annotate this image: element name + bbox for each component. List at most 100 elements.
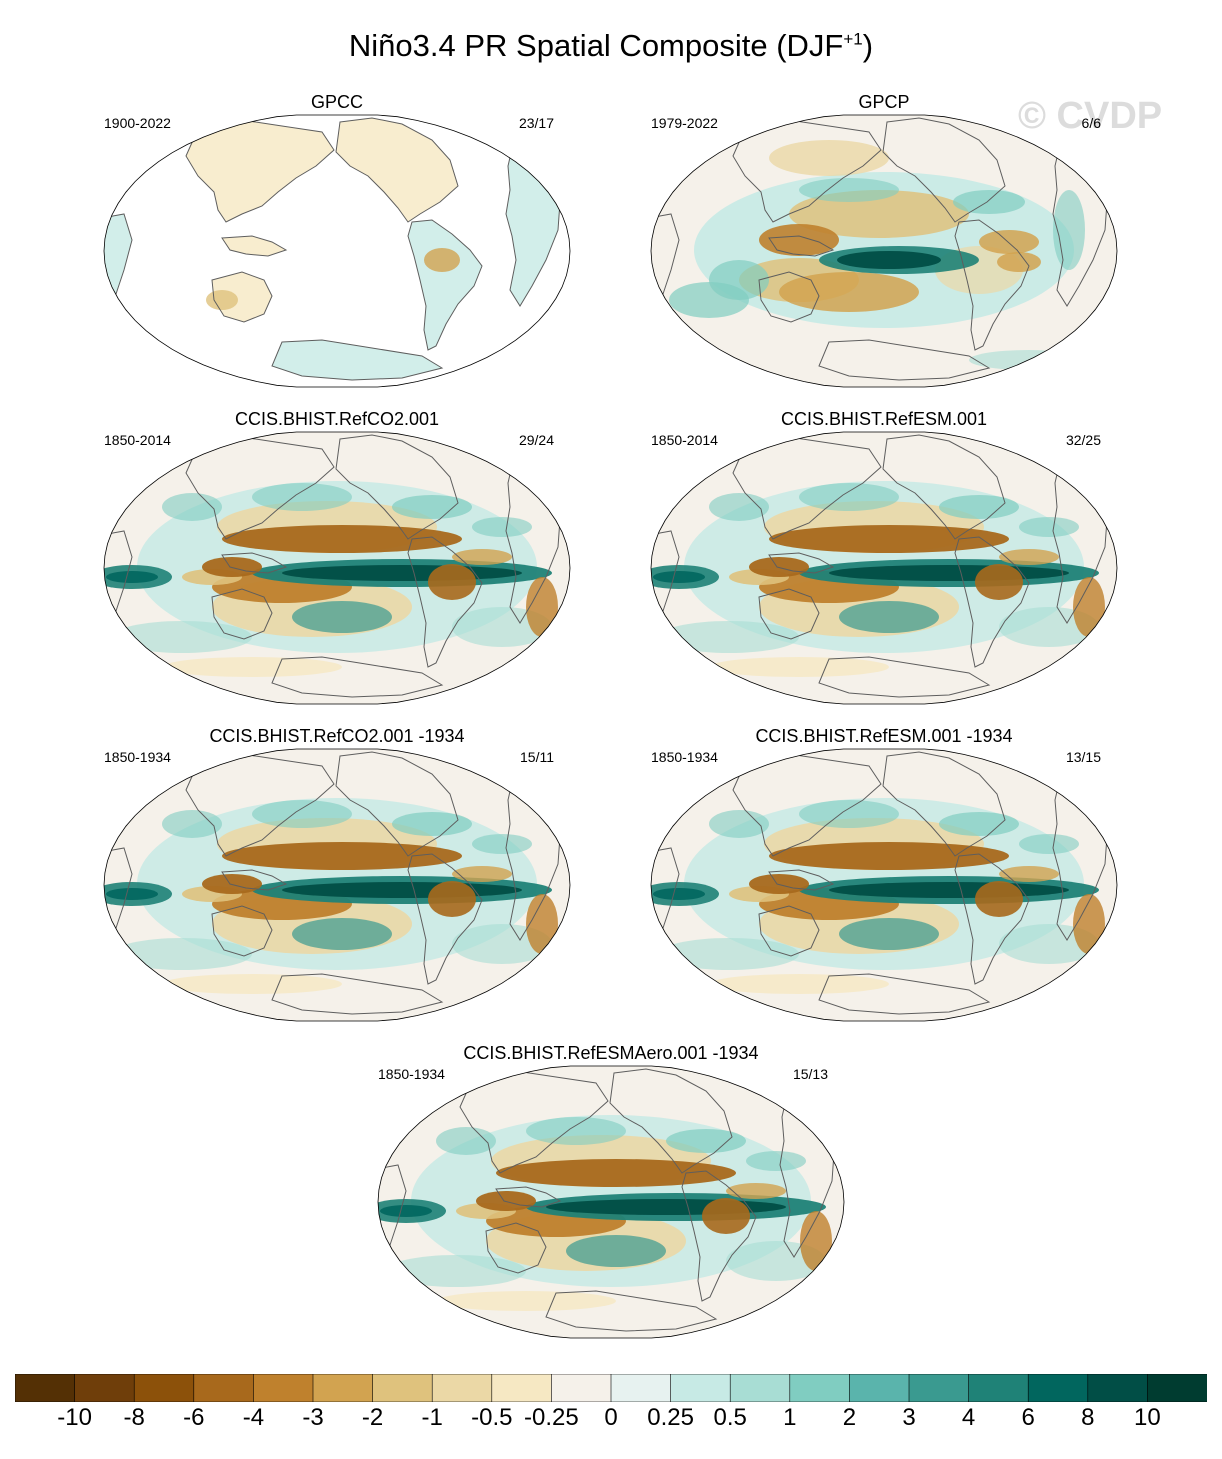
anomaly-region-6 bbox=[779, 272, 919, 312]
anomaly-region-2 bbox=[769, 525, 1009, 553]
anomaly-region-6 bbox=[829, 565, 1069, 581]
anomaly-region-20 bbox=[726, 1183, 786, 1199]
coastline-0 bbox=[335, 751, 459, 857]
land-anomaly bbox=[206, 290, 238, 310]
anomaly-region-3 bbox=[789, 190, 969, 238]
anomaly-region-2 bbox=[222, 842, 462, 870]
anomaly-region-14 bbox=[666, 1129, 746, 1153]
coastline-4 bbox=[211, 588, 273, 640]
colorbar-swatch-18 bbox=[1087, 1374, 1149, 1402]
map-panel-refco2-1934: CCIS.BHIST.RefCO2.001 -1934 1850-1934 15… bbox=[102, 726, 572, 1026]
panel-title: CCIS.BHIST.RefESMAero.001 -1934 bbox=[463, 1043, 759, 1063]
colorbar-tick-label: 4 bbox=[961, 1404, 976, 1431]
robinson-map bbox=[103, 748, 571, 1022]
colorbar bbox=[15, 1374, 1207, 1402]
panel-years: 1979-2022 bbox=[651, 115, 718, 131]
colorbar-swatch-14 bbox=[849, 1374, 910, 1402]
map-border bbox=[650, 431, 1118, 705]
land-field-2 bbox=[186, 120, 334, 222]
anomaly-region-21 bbox=[162, 974, 342, 994]
panel-title: GPCP bbox=[858, 92, 910, 112]
coastline-5 bbox=[651, 847, 680, 946]
anomaly-region-13 bbox=[252, 483, 352, 511]
field-layer bbox=[104, 432, 570, 704]
coastline-2 bbox=[185, 753, 335, 857]
coastline-4 bbox=[758, 271, 820, 323]
anomaly-region-8 bbox=[653, 571, 705, 583]
anomaly-region-2 bbox=[496, 1159, 736, 1187]
anomaly-region-13 bbox=[799, 483, 899, 511]
map-panel-refesm: CCIS.BHIST.RefESM.001 1850-2014 32/25 bbox=[649, 409, 1119, 709]
colorbar-tick-label: 3 bbox=[902, 1404, 916, 1431]
robinson-map bbox=[650, 748, 1118, 1022]
colorbar-swatch-15 bbox=[908, 1374, 970, 1402]
anomaly-region-6 bbox=[282, 882, 522, 898]
colorbar-swatch-3 bbox=[193, 1374, 255, 1402]
panel-title: GPCC bbox=[310, 92, 363, 112]
anomaly-region-8 bbox=[106, 888, 158, 900]
field-layer bbox=[104, 115, 570, 387]
land-field-0 bbox=[336, 118, 458, 222]
anomaly-region-19 bbox=[526, 894, 558, 954]
anomaly-region-14 bbox=[392, 812, 472, 836]
land-field-4 bbox=[212, 272, 272, 322]
anomaly-region-10 bbox=[979, 230, 1039, 254]
colorbar-swatch-8 bbox=[491, 1374, 553, 1402]
land-anomaly bbox=[424, 248, 460, 272]
anomaly-region-14 bbox=[799, 178, 899, 202]
anomaly-region-17 bbox=[112, 938, 252, 970]
coastline-1 bbox=[407, 219, 483, 351]
anomaly-region-11 bbox=[292, 918, 392, 950]
robinson-map bbox=[377, 1065, 845, 1339]
colorbar-swatch-12 bbox=[729, 1374, 791, 1402]
panel-count: 13/15 bbox=[1065, 749, 1101, 765]
coastline-7 bbox=[818, 973, 991, 1015]
anomaly-region-14 bbox=[939, 812, 1019, 836]
coastline-2 bbox=[732, 753, 882, 857]
map-panel-refco2: CCIS.BHIST.RefCO2.001 1850-2014 29/24 bbox=[102, 409, 572, 709]
coastline-0 bbox=[335, 434, 459, 540]
anomaly-region-6 bbox=[282, 565, 522, 581]
colorbar-swatch-17 bbox=[1027, 1374, 1089, 1402]
anomaly-region-16 bbox=[709, 493, 769, 521]
anomaly-region-6 bbox=[546, 1199, 786, 1215]
robinson-map bbox=[103, 431, 571, 705]
ocean-mask bbox=[104, 115, 570, 387]
anomaly-region-12 bbox=[702, 1198, 750, 1234]
coastline-7 bbox=[271, 656, 444, 698]
anomaly-region-11 bbox=[566, 1235, 666, 1267]
field-layer bbox=[651, 432, 1117, 704]
coastline-4 bbox=[211, 271, 273, 323]
anomaly-region-19 bbox=[1073, 894, 1105, 954]
map-border bbox=[650, 114, 1118, 388]
colorbar-swatch-16 bbox=[968, 1374, 1029, 1402]
anomaly-region-13 bbox=[252, 800, 352, 828]
anomaly-region-4 bbox=[759, 224, 839, 256]
panel-count: 15/11 bbox=[520, 749, 554, 765]
anomaly-region-11 bbox=[839, 918, 939, 950]
panel-years: 1850-1934 bbox=[104, 749, 171, 765]
panel-years: 1900-2022 bbox=[104, 115, 171, 131]
anomaly-region-19 bbox=[1073, 577, 1105, 637]
anomaly-region-12 bbox=[997, 252, 1041, 272]
anomaly-region-20 bbox=[452, 549, 512, 565]
anomaly-region-12 bbox=[975, 564, 1023, 600]
coastline-4 bbox=[211, 905, 273, 957]
colorbar-swatch-13 bbox=[789, 1374, 851, 1402]
anomaly-region-12 bbox=[428, 564, 476, 600]
figure-title: Niño3.4 PR Spatial Composite (DJF+1) bbox=[348, 28, 874, 63]
coastline-2 bbox=[732, 119, 882, 223]
map-border bbox=[377, 1065, 845, 1339]
anomaly-region-2 bbox=[769, 842, 1009, 870]
coastline-2 bbox=[732, 436, 882, 540]
coastline-7 bbox=[271, 973, 444, 1015]
anomaly-region-8 bbox=[380, 1205, 432, 1217]
panel-count: 32/25 bbox=[1065, 432, 1101, 448]
field-layer bbox=[378, 1066, 844, 1338]
colorbar-tick-label: 1 bbox=[783, 1404, 797, 1431]
coastline-6 bbox=[495, 1186, 562, 1208]
coastline-0 bbox=[335, 117, 459, 223]
robinson-map bbox=[650, 114, 1118, 388]
panel-years: 1850-1934 bbox=[378, 1066, 445, 1082]
anomaly-region-15 bbox=[472, 834, 532, 854]
